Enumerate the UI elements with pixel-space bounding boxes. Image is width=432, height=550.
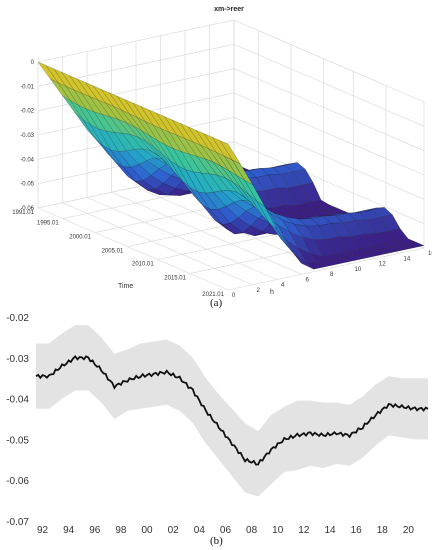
surface-patch bbox=[219, 140, 241, 165]
x-tick-label: 94 bbox=[63, 525, 75, 536]
t-gridline bbox=[227, 102, 425, 291]
z-tick-label: -0.06 bbox=[20, 206, 34, 212]
h-tick-label: 12 bbox=[379, 262, 386, 268]
h-tick-label: 8 bbox=[330, 272, 334, 278]
x-tick-label: 92 bbox=[37, 525, 49, 536]
h-gridline-floor bbox=[62, 202, 253, 286]
surface-chart-title: xm->reer bbox=[214, 6, 244, 13]
surface-mesh bbox=[37, 61, 425, 270]
h-tick-label: 10 bbox=[355, 267, 362, 273]
z-tick-label: -0.03 bbox=[20, 133, 34, 139]
h-gridline-floor bbox=[111, 191, 302, 275]
surface-chart: xm->reer 0 -0.01 -0.02 -0.03 -0.04 -0.05 -0.06… bbox=[12, 6, 432, 299]
x-tick-label: 14 bbox=[324, 525, 336, 536]
z-tick-label: -0.01 bbox=[20, 84, 34, 90]
y-tick-label: -0.07 bbox=[6, 517, 29, 528]
x-tick-label: 12 bbox=[298, 525, 310, 536]
time-tick-label: 2000.01 bbox=[69, 235, 91, 241]
time-axis-label: Time bbox=[118, 283, 133, 290]
z-tick-label: -0.04 bbox=[20, 157, 34, 163]
median-line bbox=[35, 355, 429, 466]
y-tick-label: -0.04 bbox=[6, 395, 29, 406]
x-tick-label: 06 bbox=[220, 525, 232, 536]
x-tick-label: 98 bbox=[115, 525, 127, 536]
x-tick-label: 96 bbox=[89, 525, 101, 536]
x-tick-label: 00 bbox=[142, 525, 154, 536]
h-tick-label: 16 bbox=[428, 251, 432, 257]
surface-chart-axes: 0 -0.01 -0.02 -0.03 -0.04 -0.05 -0.061991.0119… bbox=[12, 60, 432, 299]
line-chart: -0.02 -0.03 -0.04 -0.05 -0.06 -0.07 92 94 96 98 00… bbox=[6, 313, 429, 536]
y-tick-label: -0.02 bbox=[6, 313, 29, 324]
z-tick-label: -0.02 bbox=[20, 109, 34, 115]
h-tick-label: 0 bbox=[232, 293, 236, 299]
time-tick-label: 2015.01 bbox=[164, 276, 186, 282]
h-gridline-floor bbox=[86, 197, 278, 280]
x-tick-label: 20 bbox=[403, 525, 415, 536]
y-tick-label: -0.03 bbox=[6, 354, 29, 365]
time-tick-label: 2021.01 bbox=[202, 292, 224, 298]
h-tick-label: 2 bbox=[257, 288, 261, 294]
h-tick-label: 4 bbox=[281, 283, 285, 289]
x-tick-label: 16 bbox=[351, 525, 363, 536]
y-tick-label: -0.05 bbox=[6, 435, 29, 446]
x-tick-label: 08 bbox=[246, 525, 258, 536]
time-tick-label: 2005.01 bbox=[102, 249, 124, 255]
time-tick-label: 1995.01 bbox=[37, 221, 59, 227]
z-tick-label: -0.05 bbox=[20, 182, 34, 188]
y-tick-label: -0.06 bbox=[6, 476, 29, 487]
line-chart-plot: -0.02 -0.03 -0.04 -0.05 -0.06 -0.07 92 94 96 98 00… bbox=[6, 313, 429, 536]
panel-a-caption: (a) bbox=[210, 297, 223, 309]
x-tick-label: 18 bbox=[377, 525, 389, 536]
h-gridline-floor bbox=[37, 207, 229, 291]
time-tick-label: 2010.01 bbox=[132, 262, 154, 268]
h-axis-label: h bbox=[270, 289, 274, 296]
z-tick-label: 0 bbox=[31, 60, 35, 66]
confidence-band bbox=[36, 325, 428, 497]
h-tick-label: 14 bbox=[404, 256, 411, 262]
h-tick-label: 6 bbox=[306, 277, 310, 283]
time-tick-label: 1991.01 bbox=[12, 210, 34, 216]
x-tick-label: 10 bbox=[272, 525, 284, 536]
panel-b-caption: (b) bbox=[210, 535, 223, 547]
x-tick-label: 04 bbox=[194, 525, 206, 536]
x-tick-label: 02 bbox=[168, 525, 180, 536]
